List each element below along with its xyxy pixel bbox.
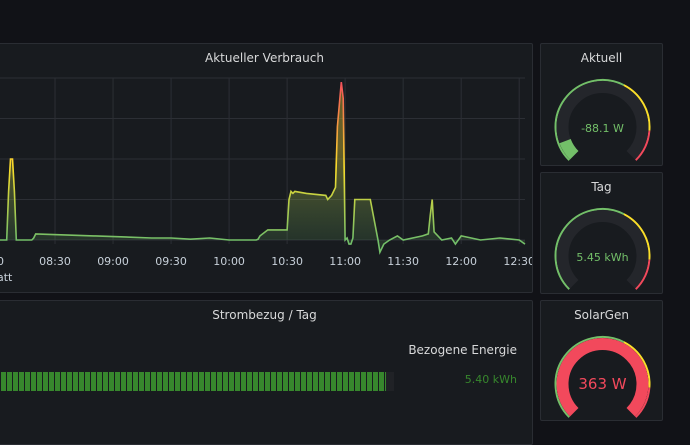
gauge-value-arc bbox=[556, 338, 649, 417]
gauge-title[interactable]: SolarGen bbox=[574, 308, 629, 322]
x-tick-label: 08:30 bbox=[39, 255, 71, 268]
threshold-ok bbox=[554, 208, 625, 290]
x-tick-label: 12:30 bbox=[503, 255, 533, 268]
threshold-ok bbox=[554, 79, 625, 161]
threshold-warn bbox=[623, 213, 651, 260]
bar-fill bbox=[1, 372, 386, 391]
chart-panel: Aktueller Verbrauch 0 08:30 09:00 09:30 10:0… bbox=[0, 43, 533, 293]
x-tick-label: 11:00 bbox=[329, 255, 361, 268]
line-chart: 0 08:30 09:00 09:30 10:00 10:30 11:00 11:30 12:0… bbox=[0, 77, 533, 284]
gauge-panel-solargen: SolarGen 363 W bbox=[540, 300, 663, 421]
x-tick-label: 09:00 bbox=[97, 255, 129, 268]
bar-field-label: Bezogene Energie bbox=[408, 343, 517, 357]
x-tick-label: 09:30 bbox=[155, 255, 187, 268]
threshold-crit bbox=[635, 259, 651, 290]
x-tick-label: 10:30 bbox=[271, 255, 303, 268]
gauge-title[interactable]: Tag bbox=[591, 180, 612, 194]
chart-title[interactable]: Aktueller Verbrauch bbox=[205, 51, 324, 65]
x-tick-label: 10:00 bbox=[213, 255, 245, 268]
x-tick-label: 11:30 bbox=[387, 255, 419, 268]
x-tick-label: 0 bbox=[0, 255, 4, 268]
threshold-ok bbox=[554, 336, 625, 418]
series-line bbox=[0, 82, 526, 255]
series-area bbox=[0, 82, 525, 253]
gauge-aktuell: -88.1 W bbox=[554, 79, 651, 161]
gauge-value-arc bbox=[559, 138, 579, 160]
gauge-track bbox=[556, 81, 649, 160]
bar-panel-title[interactable]: Strombezug / Tag bbox=[212, 308, 317, 322]
gauge-track bbox=[556, 210, 649, 289]
bar-value: 5.40 kWh bbox=[464, 373, 517, 386]
gauge-solargen: 363 W bbox=[554, 336, 651, 418]
bar-gauge-panel: Strombezug / Tag Bezogene Energie 5.40 k… bbox=[0, 300, 533, 445]
gauge-value: 5.45 kWh bbox=[576, 251, 628, 264]
gauge-value: -88.1 W bbox=[581, 122, 624, 135]
gauge-tag: 5.45 kWh bbox=[554, 208, 651, 290]
gauge-value: 363 W bbox=[578, 375, 626, 393]
bar-track bbox=[1, 372, 394, 391]
threshold-warn bbox=[623, 341, 651, 388]
gauge-panel-aktuell: Aktuell -88.1 W bbox=[540, 43, 663, 166]
gauge-title[interactable]: Aktuell bbox=[580, 51, 623, 65]
x-tick-label: 12:00 bbox=[445, 255, 477, 268]
legend-label[interactable]: att bbox=[0, 271, 13, 284]
threshold-warn bbox=[623, 84, 651, 131]
threshold-crit bbox=[635, 387, 651, 418]
gauge-panel-tag: Tag 5.45 kWh bbox=[540, 172, 663, 294]
threshold-crit bbox=[635, 130, 651, 161]
